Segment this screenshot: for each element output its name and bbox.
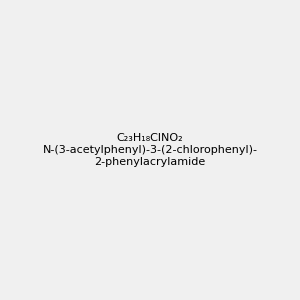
Text: C₂₃H₁₈ClNO₂
N-(3-acetylphenyl)-3-(2-chlorophenyl)-
2-phenylacrylamide: C₂₃H₁₈ClNO₂ N-(3-acetylphenyl)-3-(2-chlo… [43, 134, 257, 166]
